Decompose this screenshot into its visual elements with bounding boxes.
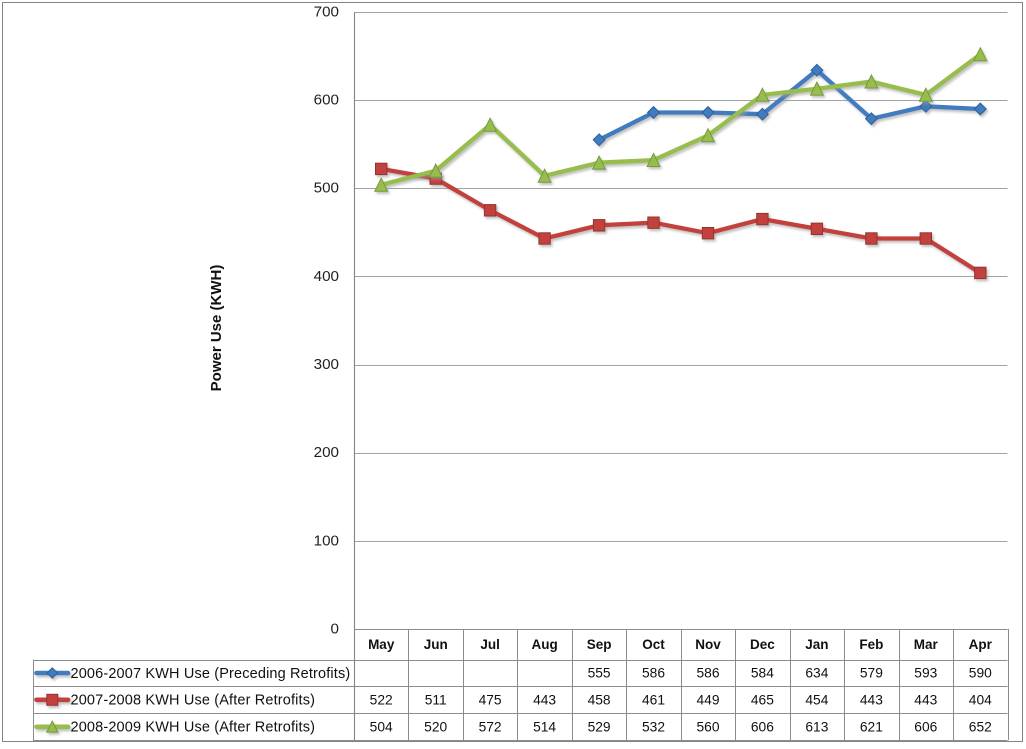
svg-text:461: 461 bbox=[642, 693, 665, 708]
svg-text:520: 520 bbox=[424, 720, 447, 735]
svg-text:200: 200 bbox=[314, 444, 339, 461]
svg-text:586: 586 bbox=[696, 666, 719, 681]
svg-text:2007-2008 KWH Use (After Retro: 2007-2008 KWH Use (After Retrofits) bbox=[71, 693, 316, 709]
svg-text:449: 449 bbox=[696, 693, 719, 708]
svg-text:579: 579 bbox=[860, 666, 883, 681]
svg-text:Oct: Oct bbox=[642, 637, 665, 652]
svg-text:Power Use (KWH): Power Use (KWH) bbox=[208, 265, 225, 392]
svg-text:Jun: Jun bbox=[424, 637, 448, 652]
svg-text:555: 555 bbox=[588, 666, 611, 681]
svg-text:454: 454 bbox=[805, 693, 828, 708]
svg-text:475: 475 bbox=[479, 693, 502, 708]
svg-text:590: 590 bbox=[969, 666, 992, 681]
svg-text:465: 465 bbox=[751, 693, 774, 708]
svg-text:584: 584 bbox=[751, 666, 774, 681]
svg-text:Aug: Aug bbox=[531, 637, 557, 652]
svg-text:400: 400 bbox=[314, 268, 339, 285]
svg-text:Feb: Feb bbox=[859, 637, 883, 652]
svg-text:May: May bbox=[368, 637, 395, 652]
svg-text:Sep: Sep bbox=[587, 637, 612, 652]
svg-text:532: 532 bbox=[642, 720, 665, 735]
svg-text:Dec: Dec bbox=[750, 637, 775, 652]
svg-text:504: 504 bbox=[370, 720, 393, 735]
svg-text:300: 300 bbox=[314, 356, 339, 373]
svg-text:443: 443 bbox=[860, 693, 883, 708]
svg-text:560: 560 bbox=[696, 720, 719, 735]
svg-text:634: 634 bbox=[805, 666, 828, 681]
svg-text:Apr: Apr bbox=[969, 637, 993, 652]
svg-text:621: 621 bbox=[860, 720, 883, 735]
svg-text:522: 522 bbox=[370, 693, 393, 708]
svg-text:Jan: Jan bbox=[805, 637, 828, 652]
svg-text:613: 613 bbox=[805, 720, 828, 735]
svg-text:404: 404 bbox=[969, 693, 992, 708]
svg-text:593: 593 bbox=[914, 666, 937, 681]
svg-text:511: 511 bbox=[425, 693, 447, 708]
svg-text:Nov: Nov bbox=[695, 637, 721, 652]
svg-text:514: 514 bbox=[533, 720, 556, 735]
svg-text:586: 586 bbox=[642, 666, 665, 681]
svg-text:458: 458 bbox=[588, 693, 611, 708]
svg-text:443: 443 bbox=[914, 693, 937, 708]
svg-text:Mar: Mar bbox=[914, 637, 939, 652]
svg-text:0: 0 bbox=[331, 620, 339, 637]
svg-text:100: 100 bbox=[314, 532, 339, 549]
svg-text:572: 572 bbox=[479, 720, 502, 735]
svg-text:606: 606 bbox=[914, 720, 937, 735]
svg-text:Jul: Jul bbox=[480, 637, 500, 652]
svg-text:600: 600 bbox=[314, 92, 339, 109]
svg-text:500: 500 bbox=[314, 180, 339, 197]
svg-text:443: 443 bbox=[533, 693, 556, 708]
svg-text:2008-2009 KWH Use (After Retro: 2008-2009 KWH Use (After Retrofits) bbox=[71, 720, 316, 736]
svg-text:529: 529 bbox=[588, 720, 611, 735]
svg-text:652: 652 bbox=[969, 720, 992, 735]
svg-text:2006-2007 KWH Use (Preceding R: 2006-2007 KWH Use (Preceding Retrofits) bbox=[71, 666, 351, 682]
svg-text:606: 606 bbox=[751, 720, 774, 735]
svg-text:700: 700 bbox=[314, 3, 339, 20]
